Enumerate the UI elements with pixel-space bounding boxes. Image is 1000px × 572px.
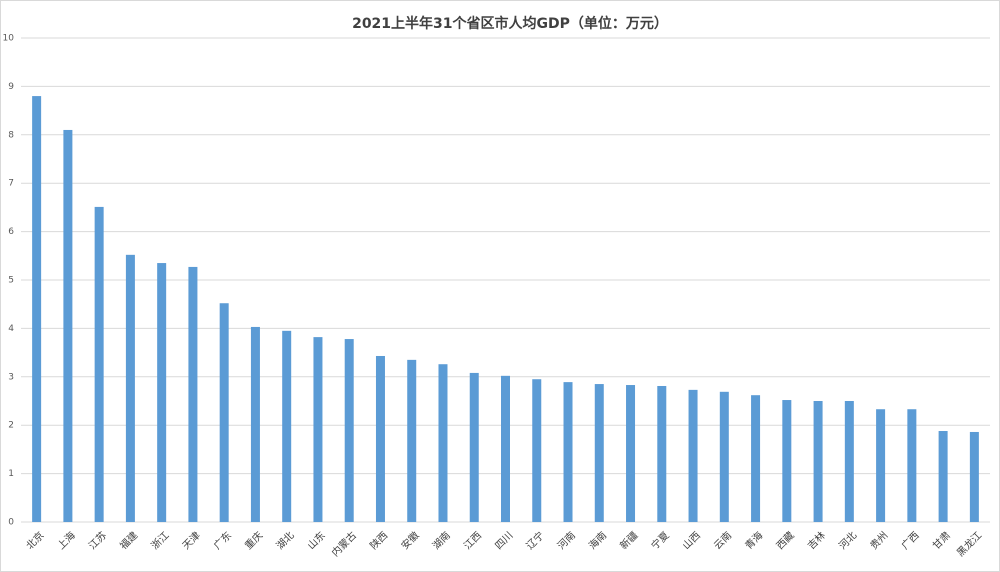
chart-title: 2021上半年31个省区市人均GDP（单位：万元） — [352, 15, 668, 32]
y-tick-label: 0 — [8, 518, 14, 528]
bar — [782, 400, 792, 522]
y-tick-label: 7 — [8, 179, 14, 189]
bar — [469, 372, 479, 522]
bar — [719, 391, 729, 522]
bar — [907, 409, 917, 522]
bar — [626, 385, 636, 522]
bar — [282, 330, 292, 522]
bar — [344, 339, 354, 522]
bar — [313, 337, 323, 522]
bar — [532, 379, 542, 522]
bar — [657, 385, 667, 522]
bar — [938, 431, 948, 522]
bar — [63, 129, 73, 522]
bar — [813, 401, 823, 522]
bar — [969, 431, 979, 522]
y-tick-label: 5 — [8, 276, 14, 286]
bar — [594, 384, 604, 522]
bar — [688, 389, 698, 522]
bar — [501, 375, 510, 522]
bar — [375, 355, 385, 522]
bar — [32, 96, 42, 522]
y-tick-label: 4 — [8, 324, 14, 334]
bar — [876, 409, 886, 522]
bar — [250, 326, 260, 522]
y-tick-label: 2 — [8, 421, 14, 431]
y-tick-label: 3 — [8, 372, 14, 382]
y-tick-label: 1 — [8, 469, 14, 479]
bar — [125, 254, 135, 522]
y-tick-label: 9 — [8, 82, 14, 92]
bar — [219, 303, 229, 522]
y-tick-label: 6 — [8, 227, 14, 237]
y-tick-label: 8 — [8, 130, 14, 140]
bar — [157, 263, 167, 522]
bar — [751, 395, 761, 522]
bar — [188, 266, 198, 522]
bar — [438, 364, 448, 522]
bar — [844, 401, 854, 522]
bar — [563, 382, 573, 522]
bar — [407, 359, 417, 522]
y-tick-label: 10 — [3, 34, 15, 44]
bar — [94, 206, 104, 522]
